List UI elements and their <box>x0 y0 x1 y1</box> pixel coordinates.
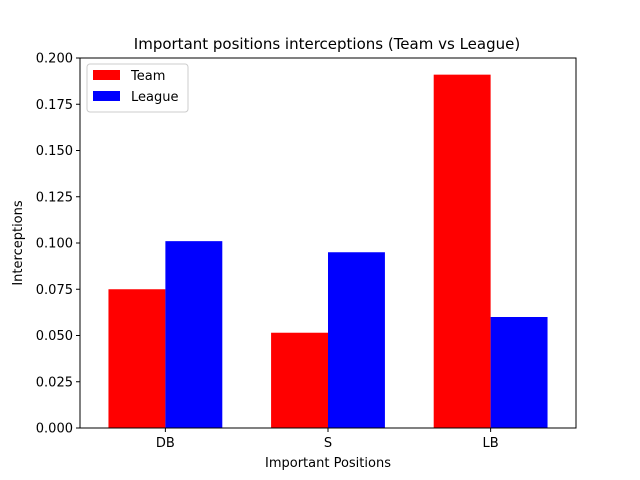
y-tick-label: 0.000 <box>36 422 73 437</box>
bar-team-db <box>108 289 166 428</box>
chart-title: Important positions interceptions (Team … <box>134 35 520 53</box>
bar-league-s <box>328 252 385 428</box>
y-tick-label: 0.075 <box>36 283 73 298</box>
y-tick-label: 0.200 <box>36 52 73 67</box>
bars-group <box>108 74 548 429</box>
legend-swatch-league <box>93 91 120 101</box>
y-tick-label: 0.050 <box>36 329 73 344</box>
y-axis: 0.000 0.025 0.050 0.075 0.100 0.125 0.150 0.175… <box>36 52 80 437</box>
x-axis-label: Important Positions <box>265 456 391 471</box>
y-axis-label: Interceptions <box>11 200 26 286</box>
y-tick-label: 0.100 <box>36 237 73 252</box>
legend-swatch-team <box>93 70 120 80</box>
y-tick-label: 0.175 <box>36 98 73 113</box>
bar-team-s <box>271 332 328 428</box>
legend-label-team: Team <box>130 69 165 84</box>
y-tick-label: 0.150 <box>36 144 73 159</box>
y-tick-label: 0.025 <box>36 375 73 390</box>
legend: Team League <box>86 63 189 113</box>
x-tick-label: DB <box>156 436 175 451</box>
y-tick-label: 0.125 <box>36 190 73 205</box>
bar-league-lb <box>490 317 548 428</box>
bar-league-db <box>165 241 223 428</box>
x-tick-label: S <box>324 436 332 451</box>
bar-team-lb <box>433 74 491 429</box>
x-tick-label: LB <box>483 436 499 451</box>
legend-label-league: League <box>131 90 178 105</box>
x-axis: DB S LB <box>156 428 499 451</box>
